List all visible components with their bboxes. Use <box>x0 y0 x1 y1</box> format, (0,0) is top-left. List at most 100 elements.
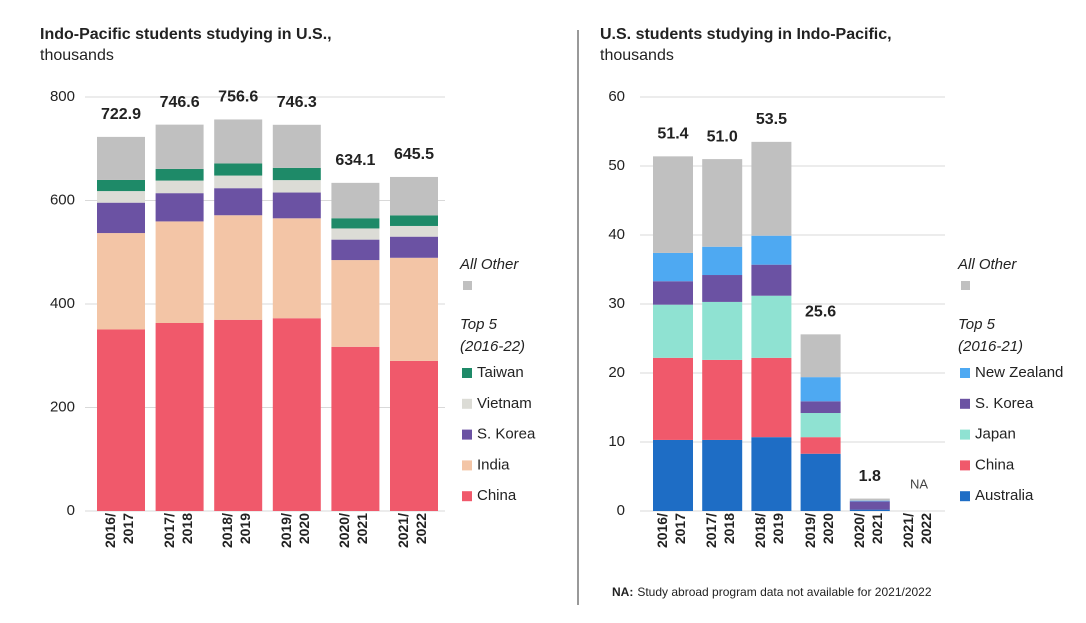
legend-swatch <box>960 429 970 440</box>
bar-segment <box>751 437 792 511</box>
bar-segment <box>390 236 438 258</box>
bar-segment <box>849 509 890 511</box>
legend-title: (2016-22) <box>460 338 525 355</box>
bar-segment <box>97 191 145 203</box>
value-label: 53.5 <box>756 111 787 128</box>
bar-segment <box>155 221 204 323</box>
bar-segment <box>214 175 263 189</box>
bar-segment <box>751 357 792 438</box>
y-tick-label: 60 <box>608 88 625 105</box>
bar-segment <box>751 141 792 236</box>
x-tick-label: 2016/ 2017 <box>654 513 688 549</box>
legend-swatch <box>462 398 472 409</box>
y-tick-label: 30 <box>608 295 625 312</box>
bar-segment <box>653 281 693 305</box>
legend-swatch <box>961 281 970 290</box>
x-tick-label: 2016/ 2017 <box>102 513 136 549</box>
y-tick-label: 800 <box>50 88 75 105</box>
bar-segment <box>390 257 438 361</box>
x-tick-label: 2019/ 2020 <box>801 513 836 549</box>
y-tick-label: 20 <box>608 364 625 381</box>
bar-segment <box>800 377 841 402</box>
bar-segment <box>751 235 792 265</box>
value-label: 1.8 <box>859 468 881 485</box>
bar-segment <box>331 239 380 261</box>
x-tick-label: 2020/ 2021 <box>336 513 371 549</box>
bar-segment <box>214 319 263 511</box>
legend-swatch <box>960 398 970 409</box>
x-tick-label: 2017/ 2018 <box>703 513 738 549</box>
legend-label: All Other <box>459 256 519 273</box>
y-tick-label: 400 <box>50 295 75 312</box>
bar-segment <box>97 329 145 511</box>
footnote: NA: Study abroad program data not availab… <box>612 585 932 599</box>
legend-swatch <box>960 491 970 502</box>
bar-segment <box>653 252 693 282</box>
value-label: 645.5 <box>394 146 434 163</box>
legend-title: Top 5 <box>958 316 996 333</box>
bar-segment <box>155 322 204 511</box>
footnote-text: Study abroad program data not available … <box>637 585 932 599</box>
x-tick-label: 2018/ 2019 <box>219 513 254 549</box>
chart-subtitle: thousands <box>600 47 674 64</box>
bar-segment <box>331 228 380 240</box>
legend-swatch <box>462 429 472 440</box>
bar-segment <box>849 501 890 510</box>
bar-segment <box>214 215 263 320</box>
bar-segment <box>849 498 890 501</box>
bar-segment <box>390 215 438 226</box>
legend-label: Vietnam <box>477 395 532 412</box>
legend-swatch <box>462 368 472 378</box>
bar-segment <box>214 163 263 176</box>
bar-segment <box>702 159 743 247</box>
bar-segment <box>390 176 438 216</box>
chart-title: U.S. students studying in Indo-Pacific, <box>600 26 892 43</box>
y-tick-label: 10 <box>608 433 625 450</box>
x-tick-label: 2021/ 2022 <box>395 513 429 549</box>
value-label: 634.1 <box>335 152 375 169</box>
bar-segment <box>800 453 841 511</box>
legend-label: All Other <box>957 256 1017 273</box>
legend-label: China <box>975 456 1015 473</box>
legend-label: China <box>477 487 517 504</box>
value-label: 722.9 <box>101 106 141 123</box>
y-tick-label: 600 <box>50 191 75 208</box>
bar-segment <box>751 295 792 358</box>
chart-title: Indo-Pacific students studying in U.S., <box>40 26 332 43</box>
legend-label: Japan <box>975 426 1016 443</box>
legend-label: New Zealand <box>975 364 1063 381</box>
x-tick-label: 2019/ 2020 <box>277 513 312 549</box>
bar-segment <box>331 218 380 229</box>
legend-label: S. Korea <box>477 426 536 443</box>
bar-segment <box>849 500 890 502</box>
x-tick-label: 2020/ 2021 <box>850 513 885 549</box>
legend-title: (2016-21) <box>958 338 1023 355</box>
legend-label: Taiwan <box>477 364 524 381</box>
bar-segment <box>390 225 438 237</box>
bar-segment <box>331 182 380 219</box>
y-tick-label: 0 <box>67 502 75 519</box>
y-tick-label: 50 <box>608 157 625 174</box>
bar-segment <box>155 168 204 181</box>
legend-swatch <box>960 460 970 471</box>
y-tick-label: 40 <box>608 226 625 243</box>
bar-segment <box>155 124 204 169</box>
bar-segment <box>97 202 145 234</box>
legend-swatch <box>462 460 472 471</box>
legend-label: Australia <box>975 487 1034 504</box>
value-label: 51.4 <box>657 126 688 143</box>
bar-segment <box>702 246 743 276</box>
bar-segment <box>272 218 321 319</box>
bar-segment <box>800 437 841 454</box>
bar-segment <box>653 357 693 440</box>
bar-segment <box>272 167 321 181</box>
legend-swatch <box>462 491 472 502</box>
x-tick-label: 2018/ 2019 <box>752 513 787 549</box>
bar-segment <box>702 301 743 360</box>
value-label: 51.0 <box>707 128 738 145</box>
bar-segment <box>800 334 841 378</box>
x-tick-label: 2021/ 2022 <box>900 513 934 549</box>
value-label: NA <box>910 476 928 491</box>
x-tick-label: 2017/ 2018 <box>160 513 195 549</box>
